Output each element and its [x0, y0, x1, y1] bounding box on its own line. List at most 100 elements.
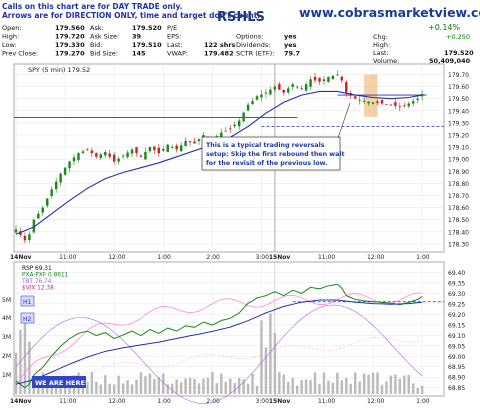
- ind-y-tick-label: 68.95: [448, 364, 465, 371]
- candle: [50, 189, 53, 196]
- volume-bar: [104, 375, 107, 394]
- x-tick-label: 14Nov: [10, 254, 31, 261]
- volume-bar: [112, 384, 116, 394]
- volume-bar: [188, 377, 192, 394]
- candle: [264, 92, 268, 94]
- vix-line: [15, 292, 423, 386]
- highlight-zone: [364, 74, 378, 117]
- h1-button[interactable]: H1: [20, 295, 35, 307]
- volume-bar: [193, 378, 196, 394]
- quote-label: Prev Close:: [2, 50, 38, 58]
- candle: [331, 75, 335, 80]
- candle: [345, 82, 348, 93]
- x-tick-label: 3:00: [255, 254, 269, 261]
- volume-bar: [273, 333, 277, 394]
- volume-bar: [246, 383, 250, 394]
- volume-bar: [394, 374, 397, 394]
- volume-bar: [376, 372, 379, 394]
- quote-label: P/E: [167, 24, 177, 32]
- x-tick-label: 11:00: [59, 254, 76, 261]
- volume-bar: [318, 383, 321, 394]
- price-legend: SPY (5 min) 179.52: [28, 66, 90, 74]
- ind-x-tick-label: 12:00: [367, 398, 384, 405]
- candle: [322, 79, 326, 82]
- volume-bar: [295, 385, 299, 394]
- volume-axis-label: 2M: [2, 353, 11, 360]
- volume-bar: [135, 379, 138, 394]
- ind-y-tick-label: 69.35: [448, 280, 465, 287]
- volume-bar: [353, 372, 357, 394]
- volume-bar: [157, 377, 161, 394]
- candle: [260, 94, 263, 98]
- candle: [246, 104, 250, 111]
- candle: [28, 234, 31, 241]
- volume-bar: [166, 384, 169, 394]
- volume-bar: [322, 372, 326, 394]
- volume-bar: [407, 374, 410, 394]
- candle: [14, 229, 18, 233]
- candle: [193, 141, 196, 144]
- ind-y-tick-label: 68.90: [448, 375, 465, 382]
- quote-table: Open: 179.560 Ask: 179.520 P/E High: 179.720 As…: [2, 24, 300, 58]
- x-tick-label: 15Nov: [269, 254, 290, 261]
- candle: [269, 89, 272, 95]
- candle: [117, 158, 120, 162]
- volume-bar: [255, 385, 259, 394]
- volume-bar: [367, 374, 370, 394]
- ind-y-tick-label: 69.30: [448, 291, 465, 298]
- candle: [353, 96, 357, 99]
- y-tick-label: 179.60: [448, 84, 469, 91]
- annotation-line: setup: Skip the first rebound then wait: [206, 151, 345, 158]
- candle: [54, 181, 58, 190]
- volume-bar: [420, 385, 424, 394]
- candle: [362, 101, 366, 102]
- candle: [135, 147, 138, 154]
- quote-value: 179.270: [55, 50, 85, 58]
- candle: [197, 139, 201, 142]
- pxa-line: [15, 337, 423, 378]
- candle: [41, 207, 45, 213]
- volume-bar: [385, 381, 388, 394]
- y-tick-label: 178.50: [448, 217, 469, 224]
- quote-value: 79.7: [284, 50, 300, 58]
- candle: [282, 89, 286, 93]
- candle: [162, 148, 165, 151]
- ind-x-tick-label: 3:00: [255, 398, 269, 405]
- disclaimer-line-2: Arrows are for DIRECTION ONLY, time and …: [2, 11, 260, 20]
- volume-bar: [206, 377, 210, 394]
- candle: [304, 84, 308, 91]
- h2-button[interactable]: H2: [20, 312, 35, 324]
- candle: [188, 141, 192, 143]
- candle: [287, 88, 290, 93]
- volume-axis-label: 5M: [2, 297, 11, 304]
- candle: [59, 173, 62, 183]
- volume-bar: [260, 320, 263, 394]
- volume-bar: [340, 380, 344, 394]
- volume-bar: [211, 372, 214, 394]
- candle: [367, 101, 370, 104]
- volume-bar: [282, 374, 286, 394]
- candle: [108, 153, 111, 157]
- candle: [416, 98, 419, 101]
- candle: [130, 149, 134, 154]
- candle: [112, 154, 116, 162]
- quote-value: 179.330: [55, 41, 85, 49]
- volume-bar: [358, 381, 361, 394]
- quote-value: yes: [284, 33, 297, 41]
- annotation-box: This is a typical trading reversals setup…: [201, 102, 351, 171]
- y-tick-label: 178.80: [448, 181, 469, 188]
- svg-text:This is a typical trading reve: This is a typical trading reversals setup…: [206, 142, 345, 167]
- candle: [229, 128, 232, 130]
- rsp-line: [15, 283, 423, 389]
- volume-axis-label: 1M: [2, 372, 11, 379]
- volume-bar: [32, 382, 36, 394]
- candle: [340, 76, 344, 81]
- volume-bar: [278, 372, 281, 394]
- ind-x-tick-label: 2:00: [206, 398, 220, 405]
- volume-bar: [50, 382, 53, 394]
- ind-y-tick-label: 69.15: [448, 322, 465, 329]
- site-url[interactable]: www.cobrasmarketview.com: [299, 5, 480, 20]
- candle: [403, 105, 406, 107]
- ind-x-tick-label: 11:00: [59, 398, 76, 405]
- quote-label: Low:: [2, 41, 17, 49]
